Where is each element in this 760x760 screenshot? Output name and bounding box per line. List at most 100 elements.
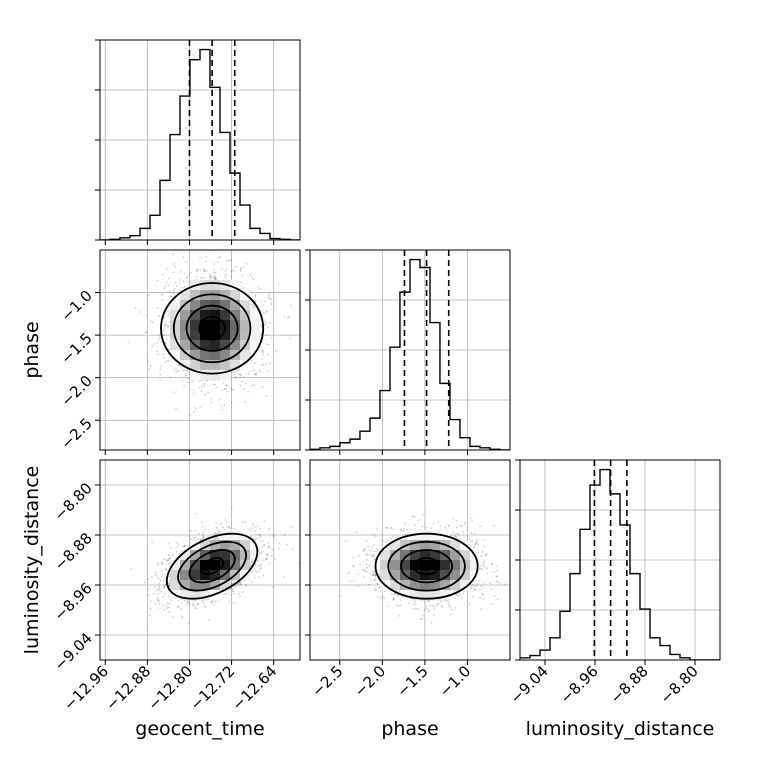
scatter-point [145, 332, 147, 334]
scatter-point [152, 345, 154, 347]
scatter-point [168, 603, 170, 605]
scatter-point [264, 301, 266, 303]
histogram-panel-luminosity-distance: −9.04 −8.96 −8.88 −8.80 [507, 460, 720, 707]
scatter-point [240, 581, 242, 583]
scatter-point [269, 322, 271, 324]
tick-label-geocent-time: −12.96 [60, 662, 112, 714]
scatter-point [213, 270, 215, 272]
scatter-point [166, 569, 168, 571]
scatter-point [185, 261, 187, 263]
scatter-point [166, 268, 168, 270]
scatter-point [168, 606, 170, 608]
scatter-point [172, 293, 174, 295]
scatter-point [250, 535, 252, 537]
scatter-point [135, 307, 137, 309]
scatter-point [268, 542, 270, 544]
scatter-point [196, 608, 198, 610]
scatter-point [214, 533, 216, 535]
scatter-point [225, 270, 227, 272]
scatter-point [264, 321, 266, 323]
scatter-point [174, 266, 176, 268]
density-cell [190, 360, 200, 370]
scatter-point [233, 602, 235, 604]
scatter-point [216, 527, 218, 529]
scatter-point [201, 521, 203, 523]
scatter-point [224, 388, 226, 390]
scatter-point [265, 323, 267, 325]
scatter-point [240, 267, 242, 269]
scatter-point [187, 281, 189, 283]
scatter-point [198, 380, 200, 382]
scatter-point [178, 364, 180, 366]
scatter-point [204, 394, 206, 396]
scatter-point [172, 555, 174, 557]
scatter-point [226, 384, 228, 386]
scatter-point [231, 388, 233, 390]
scatter-point [225, 593, 227, 595]
scatter-point [166, 282, 168, 284]
scatter-point [182, 287, 184, 289]
scatter-point [188, 274, 190, 276]
scatter-point [224, 274, 226, 276]
scatter-point [204, 603, 206, 605]
scatter-point [217, 537, 219, 539]
scatter-point [213, 384, 215, 386]
scatter-point [161, 294, 163, 296]
scatter-point [270, 337, 272, 339]
scatter-point [159, 373, 161, 375]
scatter-point [159, 380, 161, 382]
scatter-point [231, 507, 233, 509]
scatter-point [251, 277, 253, 279]
scatter-point [151, 541, 153, 543]
scatter-point [226, 268, 228, 270]
scatter-point [235, 371, 237, 373]
scatter-point [155, 603, 157, 605]
tick-label-luminosity-distance: −8.80 [51, 479, 96, 524]
scatter-point [164, 587, 166, 589]
scatter-point [187, 605, 189, 607]
scatter-point [215, 277, 217, 279]
density-cell [180, 320, 190, 330]
scatter-point [162, 299, 164, 301]
scatter-point [154, 586, 156, 588]
scatter-point [195, 513, 197, 515]
scatter-point [152, 321, 154, 323]
scatter-point [211, 277, 213, 279]
scatter-point [232, 371, 234, 373]
scatter-point [255, 538, 257, 540]
scatter-point [266, 311, 268, 313]
scatter-point [252, 305, 254, 307]
scatter-point [157, 564, 159, 566]
scatter-point [205, 261, 207, 263]
scatter-point [153, 343, 155, 345]
scatter-point [222, 390, 224, 392]
scatter-point [219, 399, 221, 401]
scatter-point [168, 313, 170, 315]
scatter-point [217, 261, 219, 263]
scatter-point [292, 548, 294, 550]
scatter-point [255, 374, 257, 376]
scatter-point [221, 406, 223, 408]
scatter-point [157, 576, 159, 578]
scatter-point [202, 532, 204, 534]
scatter-point [235, 266, 237, 268]
scatter-point [253, 279, 255, 281]
scatter-point [183, 256, 185, 258]
scatter-point [164, 361, 166, 363]
scatter-point [245, 383, 247, 385]
scatter-point [168, 360, 170, 362]
scatter-point [268, 344, 270, 346]
tick-label-luminosity-distance: −9.04 [51, 629, 96, 674]
scatter-point [182, 280, 184, 282]
scatter-point [235, 377, 237, 379]
scatter-point [251, 581, 253, 583]
scatter-point [164, 327, 166, 329]
scatter-point [155, 574, 157, 576]
scatter-point [199, 257, 201, 259]
scatter-point [170, 547, 172, 549]
scatter-point [180, 602, 182, 604]
scatter-point [162, 562, 164, 564]
scatter-point [264, 520, 266, 522]
scatter-point [197, 603, 199, 605]
scatter-point [183, 385, 185, 387]
